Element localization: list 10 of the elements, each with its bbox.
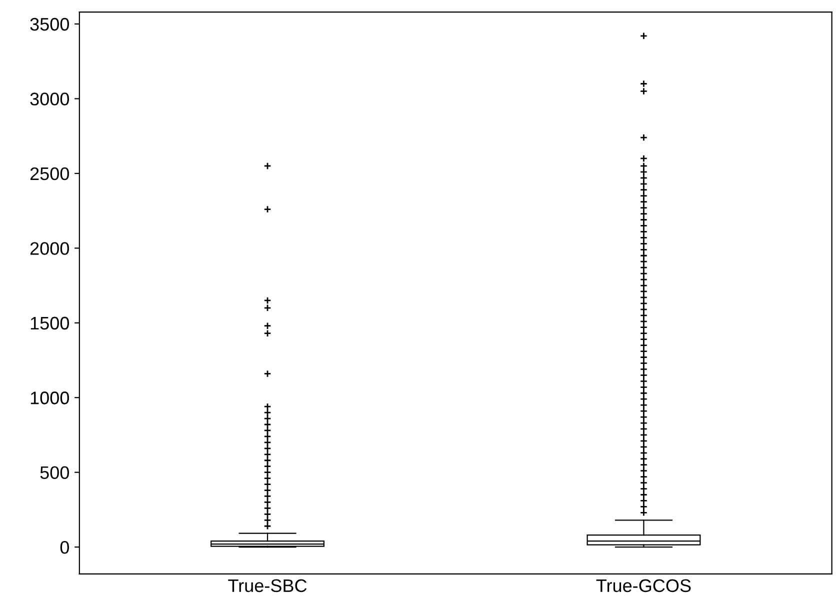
y-tick-label: 3000 (30, 92, 69, 106)
y-tick-label: 500 (40, 466, 69, 480)
x-tick-label: True-GCOS (596, 579, 691, 592)
y-tick-label: 2000 (30, 242, 69, 255)
x-tick-label: True-SBC (228, 579, 307, 592)
y-tick-label: 1000 (30, 392, 69, 404)
y-tick-label: 3500 (30, 18, 69, 31)
y-tick-label: 2500 (30, 167, 69, 180)
y-tick-label: 0 (60, 540, 69, 554)
y-tick-label: 1500 (30, 316, 69, 330)
